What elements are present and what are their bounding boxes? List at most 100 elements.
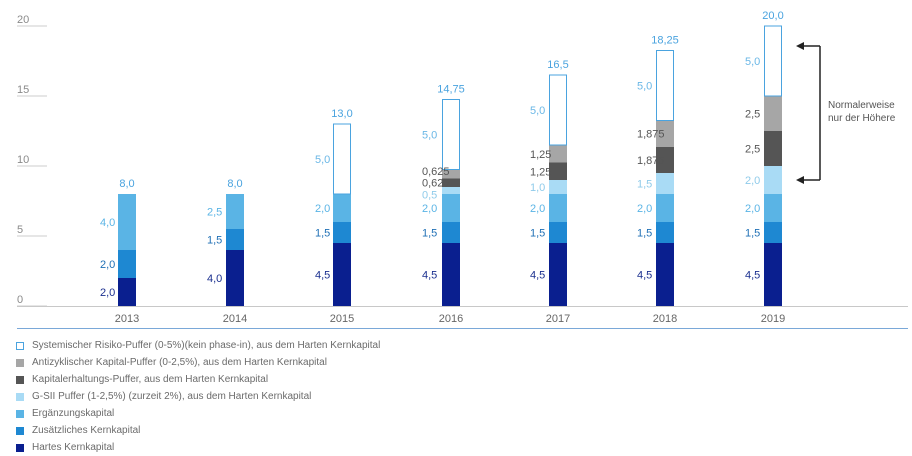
bar-hartes-2014 [226, 250, 244, 306]
y-tick-label: 0 [17, 294, 23, 306]
segment-label-ergaenzung-2014: 2,5 [207, 207, 222, 219]
arrow-head-icon [796, 42, 804, 50]
bar-antizyklisch-2018 [656, 120, 674, 147]
bar-kapitalerhaltung-2016 [442, 178, 460, 187]
legend-item-zusaetzliches: Zusätzliches Kernkapital [16, 422, 896, 439]
legend-swatch [16, 392, 24, 401]
segment-label-ergaenzung-2017: 2,0 [530, 203, 545, 215]
segment-label-antizyklisch-2017: 1,25 [530, 149, 551, 161]
x-tick-label-2013: 2013 [115, 313, 139, 325]
segment-label-zusaetzliches-2018: 1,5 [637, 228, 652, 240]
bar-gsii-2018 [656, 173, 674, 194]
segment-label-ergaenzung-2018: 2,0 [637, 203, 652, 215]
legend-label: G-SII Puffer (1-2,5%) (zurzeit 2%), aus … [32, 391, 312, 402]
total-label-2015: 13,0 [331, 108, 352, 120]
legend-item-gsii: G-SII Puffer (1-2,5%) (zurzeit 2%), aus … [16, 388, 896, 405]
bar-zusaetzliches-2016 [442, 222, 460, 243]
bar-zusaetzliches-2014 [226, 229, 244, 250]
segment-label-kapitalerhaltung-2016: 0,625 [422, 178, 450, 190]
bar-systemisch-2015 [333, 123, 351, 195]
bar-gsii-2016 [442, 187, 460, 194]
bar-hartes-2013 [118, 278, 136, 306]
x-tick-label-2014: 2014 [223, 313, 247, 325]
bar-gsii-2019 [764, 166, 782, 194]
bar-ergaenzung-2017 [549, 194, 567, 222]
total-label-2017: 16,5 [547, 59, 568, 71]
segment-label-systemisch-2016: 5,0 [422, 130, 437, 142]
segment-label-ergaenzung-2013: 4,0 [100, 217, 115, 229]
bar-zusaetzliches-2013 [118, 250, 136, 278]
x-axis: 2013 2014 2015 2016 2017 2018 2019 [17, 306, 908, 329]
bar-gsii-2017 [549, 180, 567, 194]
legend-item-hartes: Hartes Kernkapital [16, 439, 896, 456]
total-label-2014: 8,0 [227, 178, 242, 190]
total-label-2013: 8,0 [119, 178, 134, 190]
bar-antizyklisch-2016 [442, 169, 460, 179]
segment-label-ergaenzung-2019: 2,0 [745, 203, 760, 215]
x-tick-label-2015: 2015 [330, 313, 354, 325]
arrow-head-icon [796, 176, 804, 184]
segment-label-hartes-2013: 2,0 [100, 287, 115, 299]
segment-label-systemisch-2018: 5,0 [637, 81, 652, 93]
segment-label-zusaetzliches-2016: 1,5 [422, 228, 437, 240]
bar-kapitalerhaltung-2019 [764, 131, 782, 166]
legend-swatch [16, 443, 24, 452]
bar-systemisch-2018 [656, 50, 674, 121]
bars [118, 25, 782, 306]
legend-label: Ergänzungskapital [32, 408, 115, 419]
segment-label-hartes-2019: 4,5 [745, 270, 760, 282]
y-axis: 0 5 10 15 20 [17, 14, 47, 307]
legend: Systemischer Risiko-Puffer (0-5%)(kein p… [16, 337, 896, 456]
segment-label-kapitalerhaltung-2017: 1,25 [530, 166, 551, 178]
segment-label-ergaenzung-2015: 2,0 [315, 203, 330, 215]
segment-label-hartes-2015: 4,5 [315, 270, 330, 282]
bar-hartes-2015 [333, 243, 351, 306]
segment-label-gsii-2019: 2,0 [745, 175, 760, 187]
bar-zusaetzliches-2018 [656, 222, 674, 243]
total-label-2019: 20,0 [762, 10, 783, 22]
bar-zusaetzliches-2017 [549, 222, 567, 243]
segment-label-kapitalerhaltung-2019: 2,5 [745, 144, 760, 156]
legend-label: Zusätzliches Kernkapital [32, 425, 141, 436]
segment-label-systemisch-2015: 5,0 [315, 154, 330, 166]
legend-item-systemisch: Systemischer Risiko-Puffer (0-5%)(kein p… [16, 337, 896, 354]
total-label-2016: 14,75 [437, 84, 465, 96]
segment-label-antizyklisch-2016: 0,625 [422, 166, 450, 178]
annotation-text: Normalerweise [828, 100, 895, 111]
legend-label: Hartes Kernkapital [32, 442, 115, 453]
legend-label: Systemischer Risiko-Puffer (0-5%)(kein p… [32, 340, 381, 351]
bar-zusaetzliches-2019 [764, 222, 782, 243]
segment-label-zusaetzliches-2017: 1,5 [530, 228, 545, 240]
x-tick-label-2016: 2016 [439, 313, 463, 325]
legend-item-ergaenzung: Ergänzungskapital [16, 405, 896, 422]
bar-zusaetzliches-2015 [333, 222, 351, 243]
segment-label-hartes-2016: 4,5 [422, 270, 437, 282]
bar-systemisch-2019 [764, 25, 782, 97]
bar-antizyklisch-2019 [764, 96, 782, 131]
x-tick-label-2018: 2018 [653, 313, 677, 325]
bar-ergaenzung-2018 [656, 194, 674, 222]
bar-ergaenzung-2014 [226, 194, 244, 229]
y-tick-label: 5 [17, 224, 23, 236]
bar-ergaenzung-2013 [118, 194, 136, 250]
legend-item-kapitalerhaltung: Kapitalerhaltungs-Puffer, aus dem Harten… [16, 371, 896, 388]
segment-label-systemisch-2017: 5,0 [530, 105, 545, 117]
segment-label-hartes-2018: 4,5 [637, 270, 652, 282]
segment-label-zusaetzliches-2019: 1,5 [745, 228, 760, 240]
y-tick-label: 20 [17, 14, 29, 26]
bar-ergaenzung-2016 [442, 194, 460, 222]
segment-label-gsii-2017: 1,0 [530, 182, 545, 194]
segment-label-antizyklisch-2018: 1,875 [637, 129, 665, 141]
legend-swatch [16, 341, 24, 350]
segment-label-ergaenzung-2016: 2,0 [422, 203, 437, 215]
annotation-text: nur der Höhere [828, 113, 896, 124]
bar-systemisch-2016 [442, 99, 460, 170]
segment-label-antizyklisch-2019: 2,5 [745, 109, 760, 121]
segment-label-zusaetzliches-2014: 1,5 [207, 235, 222, 247]
bar-antizyklisch-2017 [549, 145, 567, 163]
x-tick-label-2019: 2019 [761, 313, 785, 325]
total-label-2018: 18,25 [651, 35, 679, 47]
segment-label-hartes-2017: 4,5 [530, 270, 545, 282]
segment-label-kapitalerhaltung-2018: 1,875 [637, 155, 665, 167]
bar-kapitalerhaltung-2018 [656, 146, 674, 173]
